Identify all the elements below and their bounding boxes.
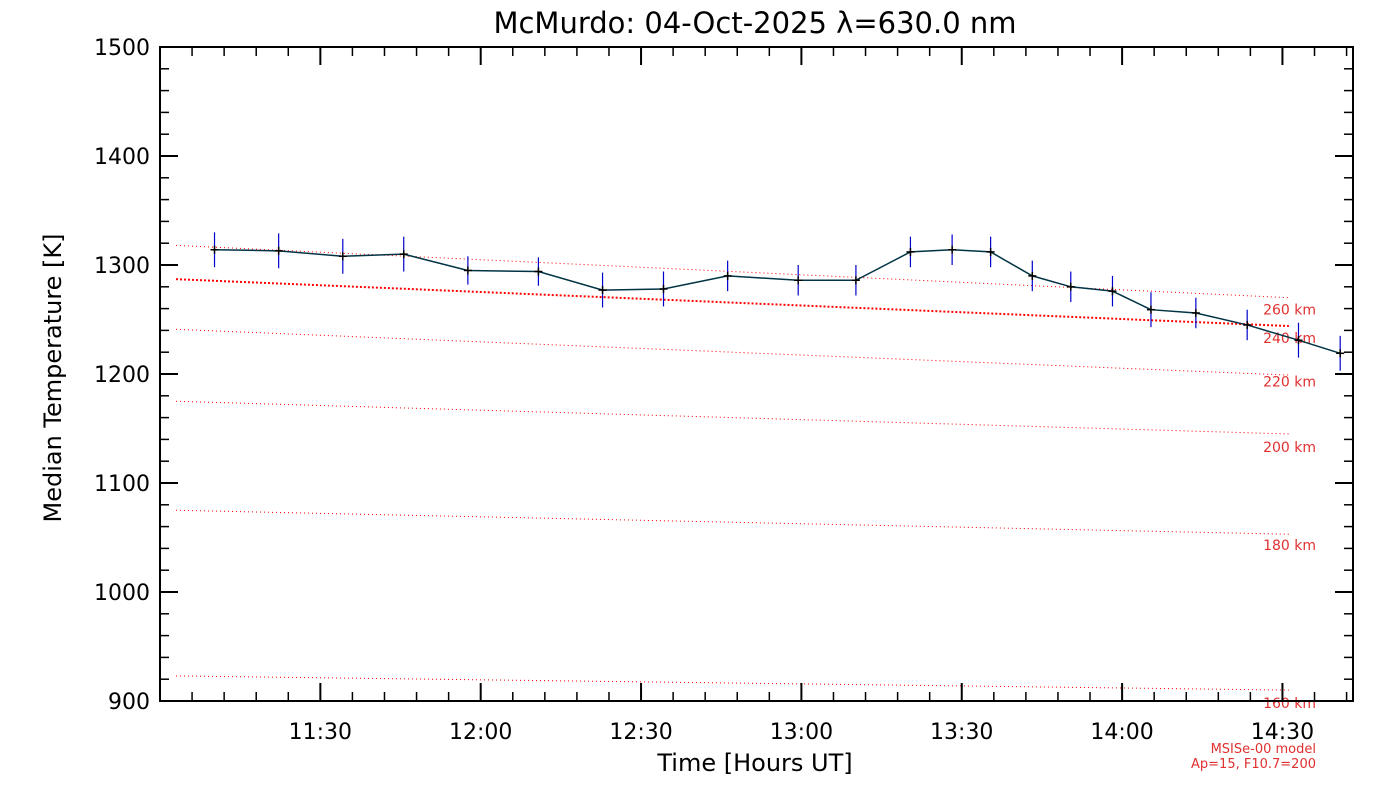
model-curve-label: 160 km bbox=[1263, 696, 1316, 712]
data-series bbox=[210, 232, 1345, 371]
y-tick-label: 1200 bbox=[94, 363, 150, 388]
model-curve-220-km bbox=[176, 328, 1289, 376]
x-tick-label: 12:30 bbox=[609, 720, 672, 745]
y-tick-label: 1100 bbox=[94, 472, 150, 497]
model-curve-180-km bbox=[176, 509, 1289, 535]
y-axis-label: Median Temperature [K] bbox=[39, 233, 67, 522]
x-tick-label: 12:00 bbox=[449, 720, 512, 745]
model-curve-label: 260 km bbox=[1263, 303, 1316, 319]
series-line bbox=[214, 248, 1341, 355]
model-curve-200-km bbox=[176, 400, 1289, 435]
axes: 900 1000 1100 1200 1300 1400 1500 11:30 12:00 12:… bbox=[94, 36, 1353, 745]
chart-title: McMurdo: 04-Oct-2025 λ=630.0 nm bbox=[493, 6, 1016, 40]
y-tick-label: 1500 bbox=[94, 36, 150, 61]
model-curve-label: 180 km bbox=[1263, 538, 1316, 554]
x-axis-label: Time [Hours UT] bbox=[656, 749, 852, 777]
x-tick-label: 14:30 bbox=[1251, 720, 1314, 745]
y-tick-label: 1300 bbox=[94, 254, 150, 279]
x-tick-label: 11:30 bbox=[289, 720, 352, 745]
model-curve-label: 240 km bbox=[1263, 331, 1316, 347]
model-curve-label: 200 km bbox=[1263, 440, 1316, 456]
model-note-line2: Ap=15, F10.7=200 bbox=[1191, 757, 1316, 772]
model-note-line1: MSISe-00 model bbox=[1211, 742, 1316, 757]
model-curve-label: 220 km bbox=[1263, 375, 1316, 391]
y-tick-label: 1400 bbox=[94, 145, 150, 170]
y-tick-label: 900 bbox=[108, 690, 150, 715]
x-tick-label: 13:00 bbox=[770, 720, 833, 745]
plot-frame bbox=[159, 46, 1354, 702]
model-curve-160-km bbox=[176, 675, 1289, 691]
model-curve-260-km bbox=[176, 244, 1289, 299]
x-tick-label: 14:00 bbox=[1090, 720, 1153, 745]
x-tick-label: 13:30 bbox=[930, 720, 993, 745]
model-curves: 260 km 240 km 220 km 200 km 180 km 160 km bbox=[175, 244, 1316, 712]
model-curve-240-km bbox=[175, 278, 1289, 328]
y-tick-label: 1000 bbox=[94, 581, 150, 606]
